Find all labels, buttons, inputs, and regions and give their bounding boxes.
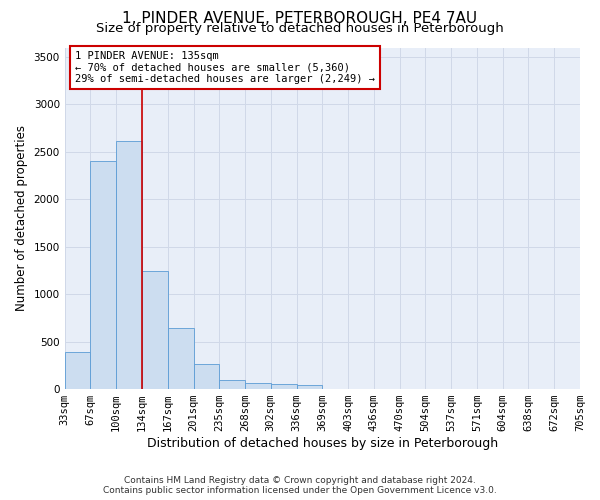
X-axis label: Distribution of detached houses by size in Peterborough: Distribution of detached houses by size … — [147, 437, 498, 450]
Bar — [116, 142, 142, 389]
Text: 1 PINDER AVENUE: 135sqm
← 70% of detached houses are smaller (5,360)
29% of semi: 1 PINDER AVENUE: 135sqm ← 70% of detache… — [75, 51, 375, 84]
Bar — [142, 272, 168, 389]
Bar — [65, 352, 91, 389]
Text: Size of property relative to detached houses in Peterborough: Size of property relative to detached ho… — [96, 22, 504, 35]
Text: 1, PINDER AVENUE, PETERBOROUGH, PE4 7AU: 1, PINDER AVENUE, PETERBOROUGH, PE4 7AU — [122, 11, 478, 26]
Text: Contains HM Land Registry data © Crown copyright and database right 2024.
Contai: Contains HM Land Registry data © Crown c… — [103, 476, 497, 495]
Bar — [271, 384, 296, 389]
Y-axis label: Number of detached properties: Number of detached properties — [15, 126, 28, 312]
Bar — [193, 364, 219, 389]
Bar — [168, 328, 193, 389]
Bar — [219, 380, 245, 389]
Bar — [296, 386, 322, 389]
Bar — [245, 384, 271, 389]
Bar — [91, 162, 116, 389]
